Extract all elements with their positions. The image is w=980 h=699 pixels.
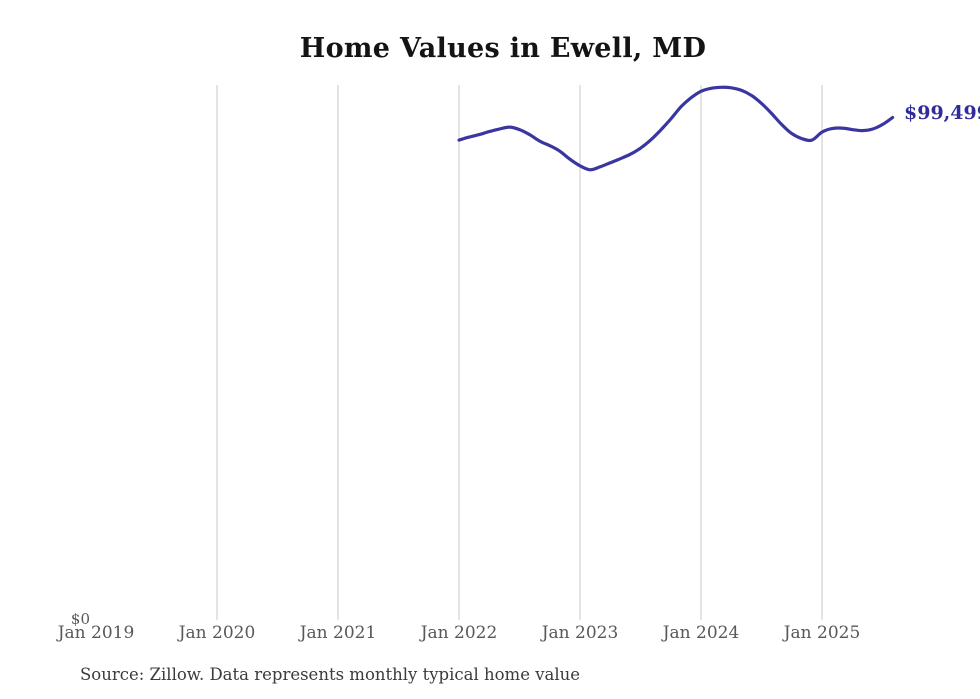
source-note: Source: Zillow. Data represents monthly … — [80, 665, 581, 684]
x-tick-label-jan-2022: Jan 2022 — [420, 623, 498, 643]
x-tick-label-jan-2019: Jan 2019 — [57, 623, 135, 643]
y-axis-zero-label: $0 — [70, 610, 90, 628]
series-end-value-label: $99,499 — [904, 102, 980, 124]
x-tick-label-jan-2020: Jan 2020 — [178, 623, 256, 643]
x-tick-label-jan-2021: Jan 2021 — [299, 623, 377, 643]
x-tick-label-jan-2025: Jan 2025 — [783, 623, 861, 643]
home-value-line — [457, 85, 895, 172]
chart-title: Home Values in Ewell, MD — [299, 33, 707, 64]
x-tick-label-jan-2024: Jan 2024 — [662, 623, 740, 643]
x-tick-label-jan-2023: Jan 2023 — [541, 623, 619, 643]
